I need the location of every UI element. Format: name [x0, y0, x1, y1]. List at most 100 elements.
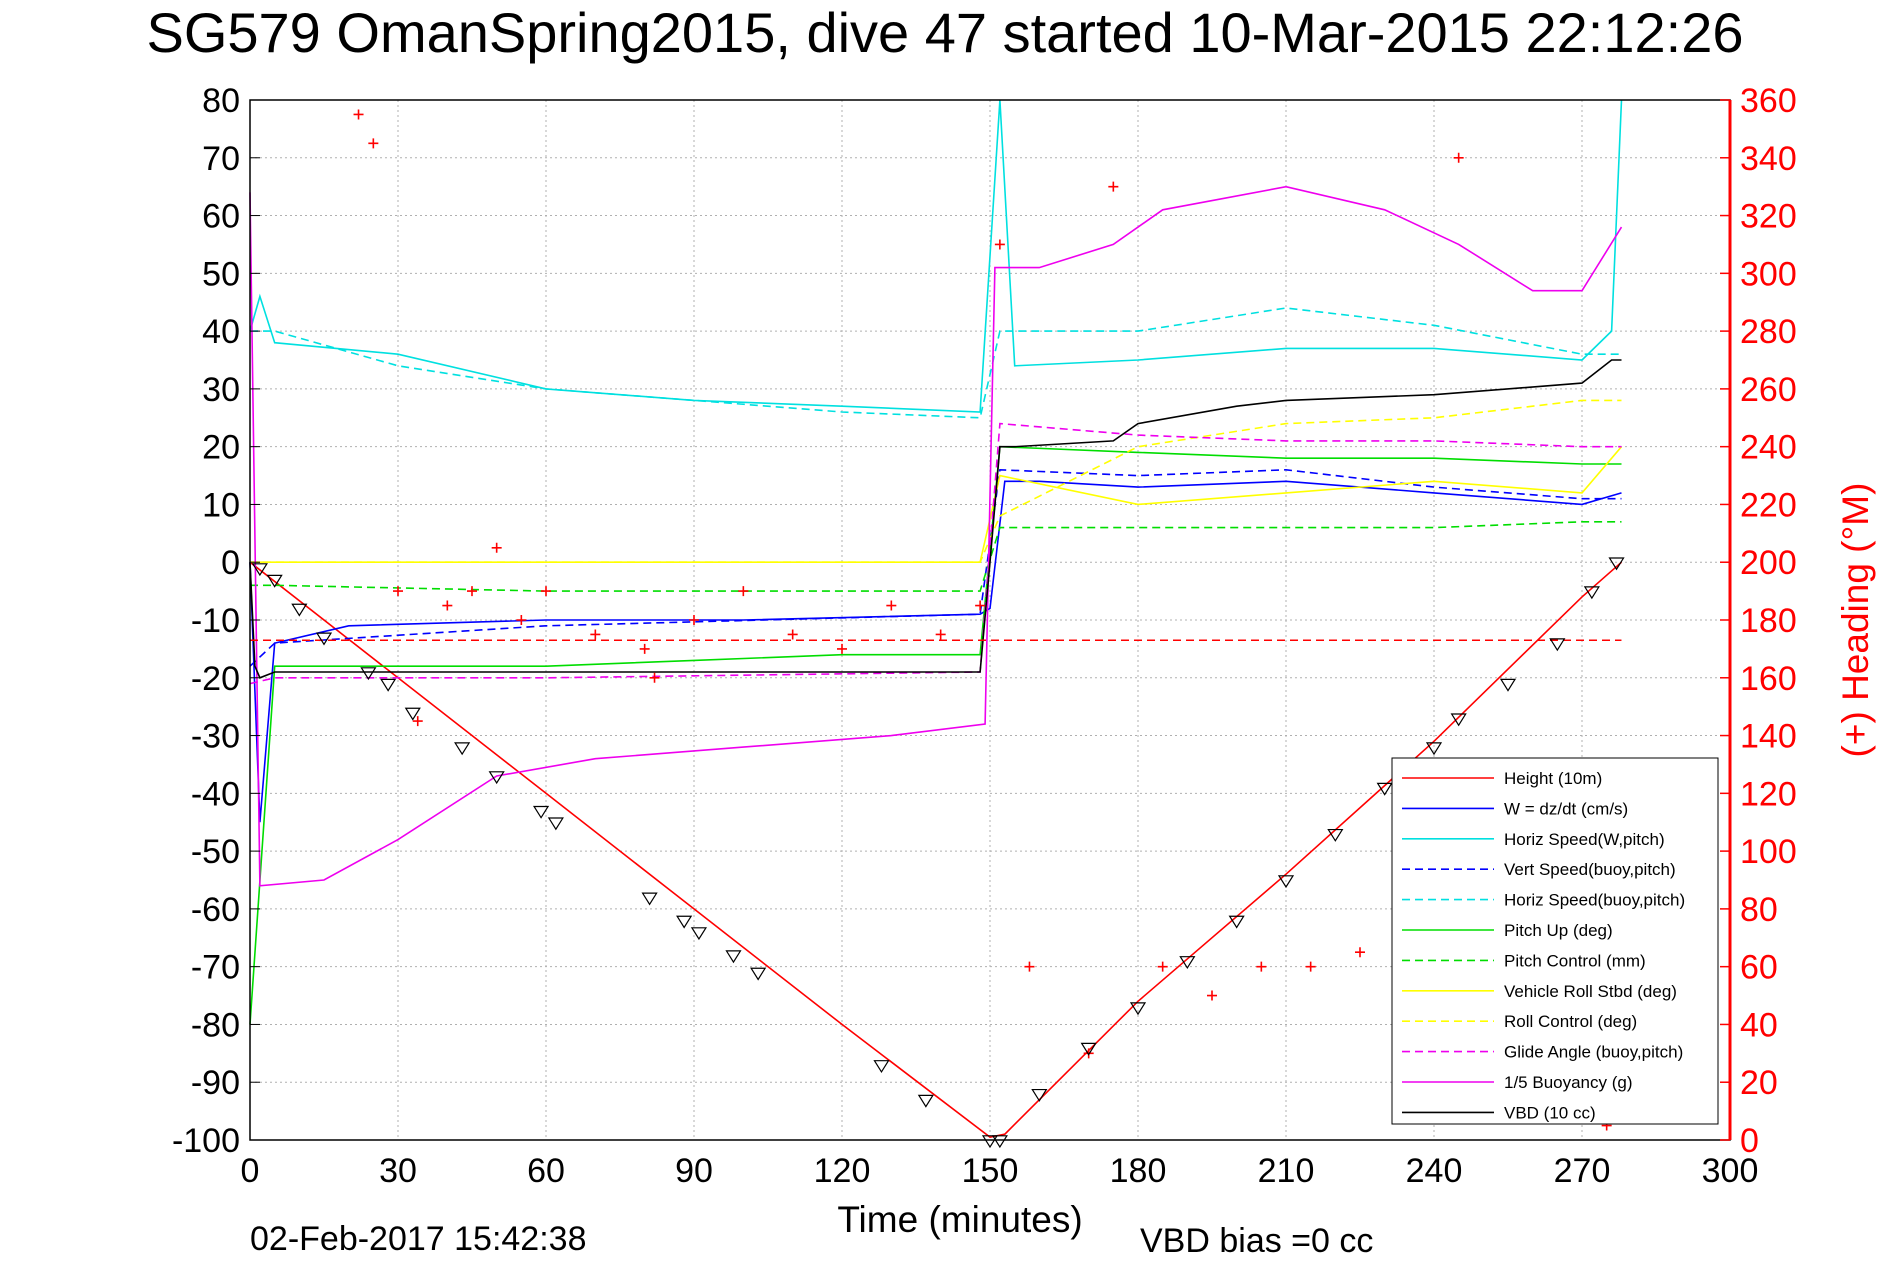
- heading-point: [1355, 947, 1365, 958]
- x-tick-label: 60: [527, 1152, 565, 1190]
- y-tick-label: 0: [221, 544, 240, 582]
- triangle-marker: [1376, 782, 1393, 796]
- y-tick-label: -80: [191, 1006, 240, 1044]
- footer-vbd-bias: VBD bias =0 cc: [1140, 1222, 1373, 1260]
- y-tick-label: -20: [191, 660, 240, 698]
- legend-label: Vehicle Roll Stbd (deg): [1504, 982, 1677, 1001]
- y-right-tick-label: 40: [1740, 1006, 1778, 1044]
- heading-point: [368, 138, 379, 149]
- triangle-marker: [1080, 1042, 1097, 1056]
- y-tick-label: -50: [191, 833, 240, 871]
- y-right-tick-label: 200: [1740, 544, 1797, 582]
- x-tick-label: 90: [675, 1152, 713, 1190]
- triangle-marker: [991, 1135, 1008, 1149]
- triangle-marker: [750, 967, 767, 981]
- y-right-tick-label: 340: [1740, 140, 1797, 178]
- heading-point: [516, 615, 527, 625]
- heading-point: [649, 672, 660, 683]
- legend-label: Vert Speed(buoy,pitch): [1504, 860, 1676, 879]
- series-line-11: [249, 185, 1623, 887]
- y-right-tick-label: 100: [1740, 833, 1797, 871]
- y-tick-label: -40: [191, 775, 240, 813]
- triangle-marker: [488, 771, 505, 785]
- y-tick-label: -70: [191, 949, 240, 987]
- y-tick-label: 20: [202, 429, 240, 467]
- triangle-marker: [1499, 678, 1517, 692]
- heading-point: [467, 586, 477, 597]
- y-tick-label: 30: [202, 371, 240, 409]
- heading-point: [787, 629, 798, 640]
- triangle-marker: [1327, 828, 1344, 842]
- x-tick-label: 240: [1406, 1152, 1463, 1190]
- y-right-tick-label: 260: [1740, 371, 1797, 409]
- triangle-marker: [547, 817, 564, 831]
- triangle-marker: [291, 603, 308, 617]
- heading-point: [1305, 961, 1316, 972]
- series-line-7: [250, 520, 1622, 592]
- series-line-2: [249, 480, 1622, 823]
- triangle-marker: [1179, 956, 1196, 970]
- x-tick-label: 270: [1554, 1152, 1611, 1190]
- legend-label: W = dz/dt (cm/s): [1504, 799, 1628, 818]
- y-right-tick-label: 120: [1740, 775, 1797, 813]
- triangle-marker: [266, 574, 283, 588]
- triangle-marker: [360, 667, 377, 681]
- y-tick-label: 40: [202, 313, 240, 351]
- triangle-marker: [251, 563, 268, 577]
- y-tick-label: 70: [202, 140, 240, 178]
- x-tick-label: 210: [1258, 1152, 1315, 1190]
- heading-point: [1157, 961, 1168, 972]
- triangle-markers: [251, 557, 1625, 1149]
- heading-point: [837, 643, 847, 654]
- heading-point: [994, 239, 1005, 250]
- x-tick-label: 30: [379, 1152, 417, 1190]
- heading-point: [590, 629, 601, 640]
- y-right-tick-label: 320: [1740, 198, 1797, 236]
- legend-items: Height (10m) W = dz/dt (cm/s) Horiz Speed(…: [1402, 769, 1685, 1122]
- series-line-6: [249, 445, 1622, 1025]
- heading-point: [412, 716, 423, 727]
- triangle-marker: [1425, 742, 1443, 756]
- heading-point: [689, 615, 699, 625]
- y-right-tick-label: 360: [1740, 82, 1797, 120]
- legend: Height (10m) W = dz/dt (cm/s) Horiz Speed(…: [1391, 757, 1719, 1125]
- legend-label: Pitch Up (deg): [1504, 921, 1613, 940]
- y-axis-label-right: (+) Heading (°M): [1835, 483, 1876, 758]
- y-right-tick-label: 80: [1740, 891, 1778, 929]
- heading-point: [442, 600, 453, 611]
- triangle-marker: [404, 707, 421, 721]
- triangle-marker: [641, 892, 658, 906]
- series-line-3: [249, 99, 1623, 413]
- legend-label: VBD (10 cc): [1504, 1103, 1596, 1122]
- heading-point: [639, 643, 650, 654]
- triangle-marker: [725, 950, 742, 964]
- legend-label: 1/5 Buoyancy (g): [1504, 1073, 1633, 1092]
- x-tick-label: 150: [962, 1152, 1019, 1190]
- heading-point: [1453, 152, 1464, 163]
- legend-label: Roll Control (deg): [1504, 1012, 1637, 1031]
- heading-point: [393, 586, 403, 597]
- legend-label: Horiz Speed(buoy,pitch): [1504, 891, 1685, 910]
- heading-point: [935, 629, 946, 640]
- heading-point: [1207, 990, 1217, 1001]
- triangle-marker: [1583, 586, 1600, 600]
- heading-point: [1024, 961, 1035, 972]
- y-right-tick-label: 300: [1740, 255, 1797, 293]
- heading-point: [541, 586, 551, 597]
- x-tick-label: 120: [814, 1152, 871, 1190]
- chart-title: SG579 OmanSpring2015, dive 47 started 10…: [146, 1, 1743, 64]
- series-layer: [249, 99, 1623, 1138]
- series-line-12: [249, 359, 1622, 679]
- heading-point: [738, 586, 749, 597]
- x-axis-label: Time (minutes): [837, 1199, 1082, 1240]
- triangle-marker: [454, 742, 471, 756]
- triangle-marker: [690, 927, 708, 941]
- triangle-marker: [873, 1060, 890, 1074]
- heading-point: [1108, 181, 1119, 192]
- y-right-tick-label: 140: [1740, 718, 1797, 756]
- y-tick-label: 60: [202, 198, 240, 236]
- triangle-marker: [1228, 915, 1245, 929]
- heading-point: [353, 109, 364, 120]
- heading-point: [491, 542, 502, 553]
- y-right-tick-label: 0: [1740, 1122, 1759, 1160]
